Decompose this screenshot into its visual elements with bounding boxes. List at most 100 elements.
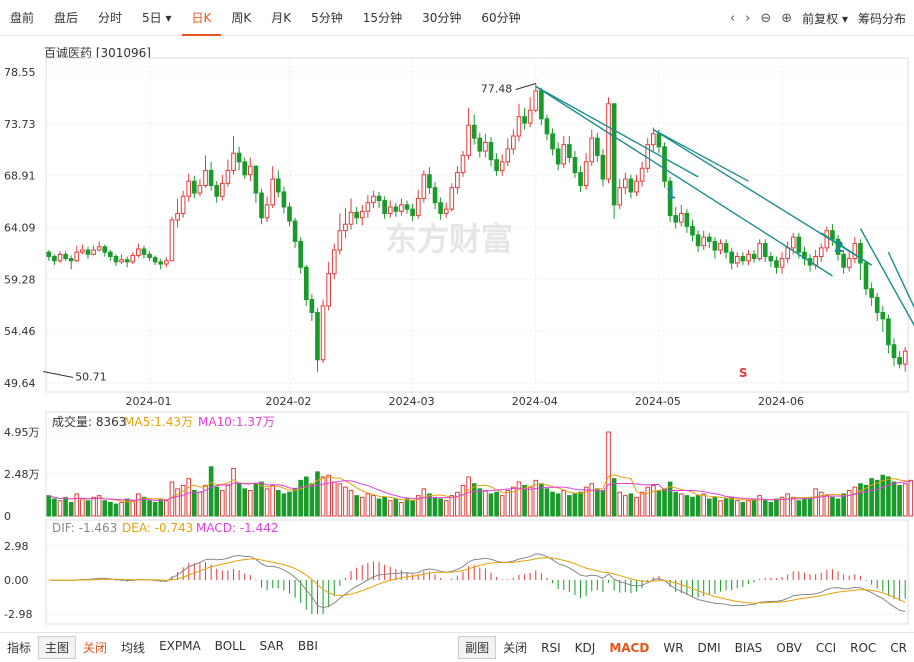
period-tab[interactable]: 日K xyxy=(181,0,222,36)
candle-body xyxy=(578,172,583,186)
volume-bar xyxy=(578,491,583,517)
volume-bar xyxy=(673,491,679,517)
candle-body xyxy=(74,251,80,262)
volume-bar xyxy=(477,488,483,517)
volume-bar xyxy=(136,493,141,517)
candle-body xyxy=(298,240,304,268)
candle-body xyxy=(119,259,124,263)
main-close-button[interactable]: 关闭 xyxy=(83,641,108,655)
sub-indicator-item[interactable]: ROC xyxy=(850,640,877,655)
sub-indicator-item[interactable]: BIAS xyxy=(734,640,763,655)
period-tab[interactable]: 周K xyxy=(231,10,252,25)
volume-bar xyxy=(684,495,690,517)
candle-body xyxy=(130,254,136,263)
volume-bar xyxy=(897,484,902,517)
volume-bar xyxy=(63,496,68,517)
candle-body xyxy=(320,305,326,361)
candle-body xyxy=(583,161,589,186)
candle-body xyxy=(376,195,382,202)
y-tick-label: 54.46 xyxy=(4,325,36,338)
period-tab[interactable]: 5日 ▾ xyxy=(142,10,172,25)
kline-chart[interactable]: 78.55 73.73 68.91 64.09 59.28 54.46 49.64 2024-… xyxy=(0,0,914,632)
period-tab[interactable]: 60分钟 xyxy=(481,10,521,25)
candle-body xyxy=(757,243,762,260)
period-tab[interactable]: 5分钟 xyxy=(311,10,343,25)
sub-indicator-item[interactable]: CR xyxy=(890,640,907,655)
volume-bar xyxy=(74,493,80,517)
volume-bar xyxy=(852,486,858,517)
volume-bar xyxy=(449,495,455,517)
period-tab[interactable]: 月K xyxy=(271,10,292,25)
sub-close-button[interactable]: 关闭 xyxy=(503,641,528,655)
candle-body xyxy=(242,161,248,176)
volume-bar xyxy=(102,500,108,517)
candle-body xyxy=(415,197,421,217)
candle-body xyxy=(656,133,662,148)
volume-bar xyxy=(158,498,164,517)
sub-indicator-item[interactable]: RSI xyxy=(541,640,561,655)
volume-bar xyxy=(595,488,600,517)
volume-bar xyxy=(858,483,863,517)
volume-bar xyxy=(371,495,376,517)
volume-bar xyxy=(835,498,841,517)
candle-body xyxy=(354,211,359,219)
next-icon[interactable]: › xyxy=(745,10,751,26)
volume-bar xyxy=(186,478,192,517)
sub-indicator-item[interactable]: MACD xyxy=(609,640,650,655)
volume-bar xyxy=(303,476,309,517)
candle-body xyxy=(522,116,527,124)
volume-bar xyxy=(359,496,365,517)
volume-bar xyxy=(471,483,477,517)
candle-body xyxy=(678,212,684,223)
volume-bar xyxy=(880,474,886,517)
volume-bar xyxy=(589,483,595,517)
main-indicator-item[interactable]: BOLL xyxy=(214,639,246,653)
candle-body xyxy=(516,116,522,137)
main-indicator-item[interactable]: SAR xyxy=(259,639,284,653)
main-indicator-item[interactable]: BBI xyxy=(297,639,318,653)
volume-bar xyxy=(617,491,623,517)
candle-body xyxy=(533,90,539,111)
period-tab[interactable]: 15分钟 xyxy=(362,10,403,25)
candle-body xyxy=(96,246,102,251)
main-chart-tab[interactable]: 主图 xyxy=(38,636,77,659)
candle-body xyxy=(673,215,679,223)
volume-bar xyxy=(841,493,846,517)
sub-indicator-item[interactable]: WR xyxy=(663,640,684,655)
zoom-in-icon[interactable]: ⊕ xyxy=(781,10,793,26)
period-tab[interactable]: 30分钟 xyxy=(422,10,462,25)
candle-body xyxy=(427,174,432,189)
volume-bar xyxy=(567,495,572,517)
candle-body xyxy=(275,178,281,193)
adjust-dropdown[interactable]: 前复权 ▾ xyxy=(802,11,848,26)
sub-chart-tab[interactable]: 副图 xyxy=(458,636,497,659)
candle-body xyxy=(164,260,169,265)
candle-body xyxy=(102,246,108,253)
sub-indicator-item[interactable]: CCI xyxy=(815,640,837,655)
macd-y-tick: 2.98 xyxy=(4,540,29,553)
main-indicator-item[interactable]: 均线 xyxy=(121,641,146,655)
prev-icon[interactable]: ‹ xyxy=(729,10,736,26)
volume-bar xyxy=(645,486,651,517)
candle-body xyxy=(494,159,499,171)
volume-bar xyxy=(746,500,751,517)
sub-indicator-item[interactable]: KDJ xyxy=(574,640,596,655)
period-tab[interactable]: 盘前 xyxy=(10,10,35,25)
candle-body xyxy=(544,118,550,135)
chip-distribution-button[interactable]: 筹码分布 xyxy=(857,11,906,26)
zoom-out-icon[interactable]: ⊖ xyxy=(760,10,772,26)
period-tab[interactable]: 盘后 xyxy=(54,10,79,25)
macd-y-tick: 0.00 xyxy=(4,574,29,587)
x-tick-label: 2024-03 xyxy=(389,395,435,408)
main-indicator-item[interactable]: EXPMA xyxy=(159,639,201,653)
period-tab[interactable]: 分时 xyxy=(98,10,123,25)
volume-bar xyxy=(583,486,589,517)
volume-bar xyxy=(634,496,639,517)
candle-body xyxy=(365,202,371,212)
volume-bar xyxy=(902,483,908,517)
sub-indicator-item[interactable]: DMI xyxy=(697,640,721,655)
volume-bar xyxy=(522,484,527,517)
volume-bar xyxy=(718,500,723,517)
candle-body xyxy=(785,247,790,260)
sub-indicator-item[interactable]: OBV xyxy=(776,640,802,655)
